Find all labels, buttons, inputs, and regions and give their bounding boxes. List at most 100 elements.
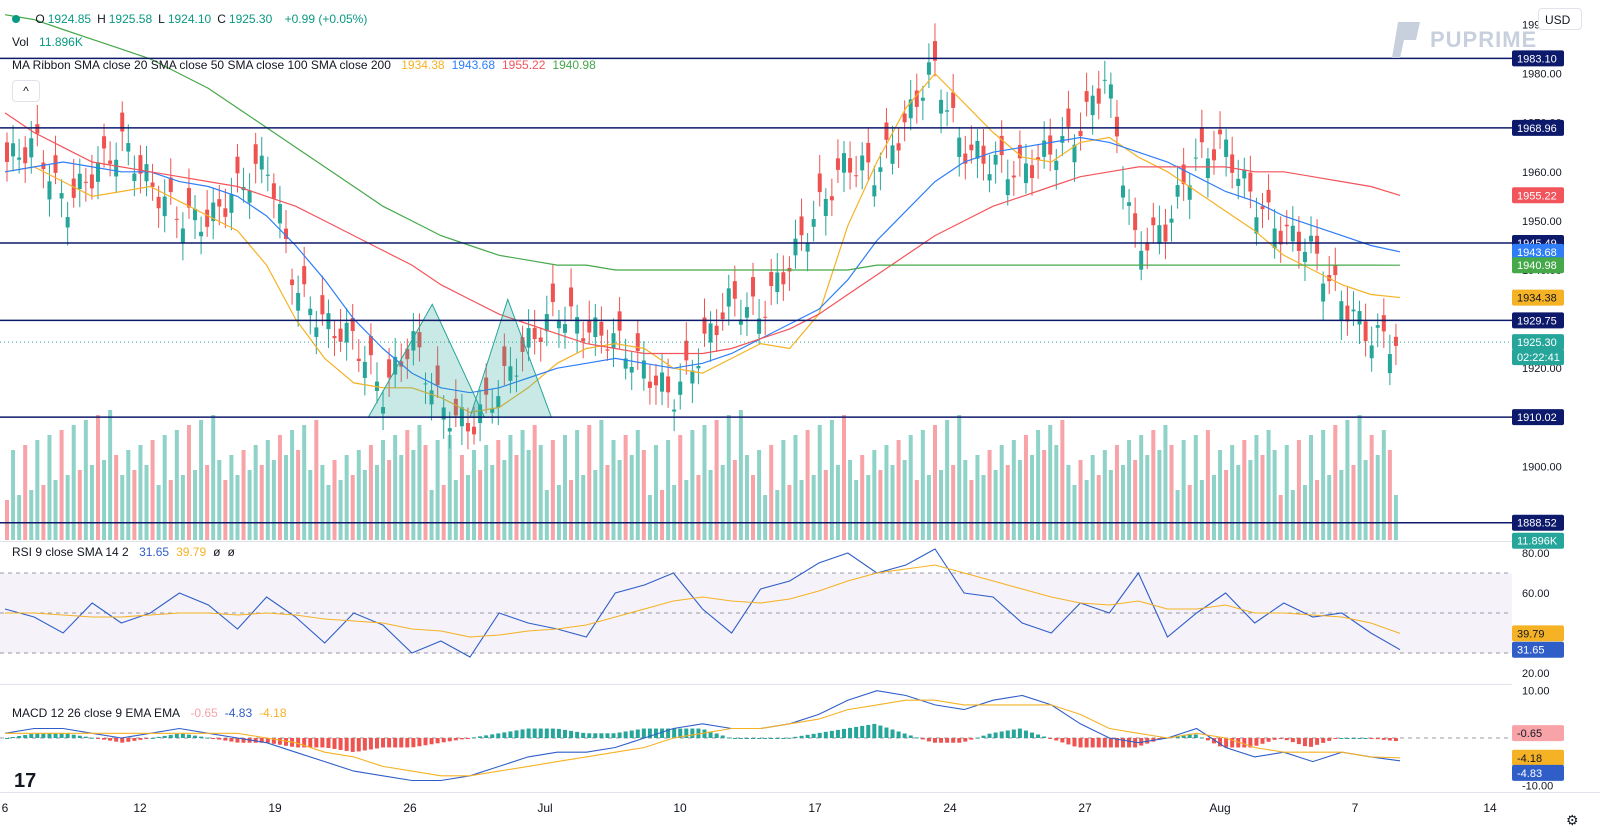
macd-histogram-bar [581,732,586,738]
candle-body [835,158,840,170]
candle-body [890,145,895,164]
candle-body [95,162,100,182]
volume-bar [95,415,100,540]
time-tick-label: 17 [808,801,822,815]
volume-bar [799,480,804,540]
candle-body [1096,88,1101,104]
macd-histogram-bar [629,730,634,738]
volume-bar [672,485,677,540]
macd-histogram-bar [811,733,816,738]
volume-bar [259,465,264,540]
volume-bar [1224,470,1229,540]
candle-body [514,375,519,377]
volume-bar [678,435,683,540]
volume-bar [1375,455,1380,540]
candle-body [478,404,483,424]
volume-bar [350,475,355,540]
macd-price-label: -4.83 [1517,768,1542,780]
volume-bar [381,440,386,540]
volume-bar [265,440,270,540]
volume-bar [1333,425,1338,540]
macd-histogram-bar [5,738,9,739]
price-label-bg [1512,187,1564,204]
volume-bar [1187,485,1192,540]
volume-bar [751,475,756,540]
macd-histogram-bar [708,731,713,738]
macd-histogram-bar [411,738,416,748]
candle-body [775,272,780,293]
candle-body [635,333,640,352]
ohlc-legend: O 1924.85 H 1925.58 L 1924.10 C 1925.30 +0.99 (… [12,12,370,26]
candle-body [1078,130,1083,137]
macd-histogram-bar [217,738,222,740]
candle-body [1139,250,1144,270]
macd-histogram-bar [59,733,64,738]
volume-bar [702,425,707,540]
settings-icon[interactable]: ⚙ [1566,812,1579,828]
candle-body [168,177,173,193]
candle-body [1309,235,1314,242]
macd-label-bg [1512,749,1564,766]
volume-bar [653,445,658,540]
ohlc-values: O 1924.85 H 1925.58 L 1924.10 C 1925.30 [35,12,278,26]
volume-bar [605,465,610,540]
volume-bar [817,425,822,540]
rsi-value-2: ø [213,545,221,559]
candle-body [696,365,701,369]
macd-histogram-bar [453,738,458,741]
macd-histogram-bar [387,738,392,748]
macd-value-2: -4.18 [259,706,287,720]
macd-histogram-bar [1302,738,1307,747]
macd-histogram-bar [1036,734,1041,738]
volume-bar [842,415,846,540]
candle-body [1163,224,1168,242]
candle-body [1205,158,1210,179]
macd-histogram-bar [872,723,877,738]
macd-histogram-bar [405,738,410,748]
volume-bar [314,420,319,540]
volume-bar [1345,420,1350,540]
price-tick-label: 1900.00 [1522,461,1562,473]
macd-histogram-bar [65,733,70,738]
macd-histogram-bar [751,738,756,739]
candle-body [211,202,216,222]
volume-bar [569,480,574,540]
volume-bar [878,470,883,540]
candle-body [102,136,107,149]
candle-body [71,178,76,198]
candle-body [423,383,428,385]
price-tick-label: 1920.00 [1522,363,1562,375]
macd-histogram-bar [538,728,543,738]
volume-bar [945,420,950,540]
currency-selector[interactable]: USD [1538,8,1582,30]
volume-bar [629,455,634,540]
collapse-legend-button[interactable]: ^ [12,80,40,102]
candle-body [1296,231,1301,251]
candle-body [799,216,804,236]
candle-body [59,193,64,199]
candle-body [544,314,549,332]
candle-body [229,193,234,213]
candle-body [550,283,555,303]
volume-label: Vol [12,35,29,49]
volume-bar [23,445,28,540]
candle-body [23,147,28,164]
volume-bar [1102,450,1107,540]
pattern-triangle [367,303,486,418]
candle-body [1224,139,1229,157]
candle-body [1121,185,1125,198]
candle-body [647,381,652,388]
candle-body [162,196,167,217]
volume-bar [308,470,313,540]
macd-histogram-bar [593,733,598,738]
candle-body [156,196,161,209]
price-label-bg [1512,289,1564,306]
macd-histogram-bar [362,738,367,751]
macd-histogram-bar [41,733,46,738]
volume-bar [1005,465,1010,540]
macd-histogram-bar [1284,738,1289,741]
price-label-bg [1512,312,1564,329]
volume-bar [508,435,513,540]
candle-body [902,113,907,123]
